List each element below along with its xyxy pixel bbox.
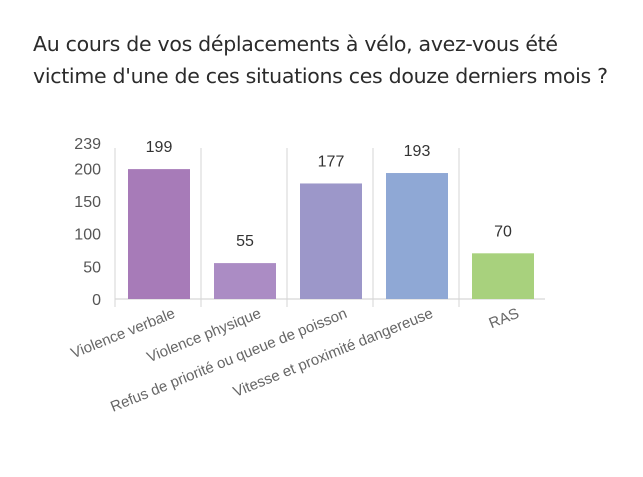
category-label: RAS (487, 305, 522, 332)
y-tick-label: 100 (74, 227, 101, 244)
data-label: 193 (404, 143, 431, 160)
data-labels: 199 55 177 193 70 (146, 139, 512, 250)
question-title: Au cours de vos déplacements à vélo, ave… (33, 32, 608, 88)
data-label: 55 (236, 233, 254, 250)
y-axis-ticks: 0 50 100 150 200 239 (74, 136, 101, 309)
bar (472, 253, 534, 299)
bar (128, 169, 190, 299)
y-tick-label: 239 (74, 136, 101, 153)
y-tick-label: 150 (74, 194, 101, 211)
bar (300, 183, 362, 299)
y-tick-label: 200 (74, 161, 101, 178)
bars (128, 169, 534, 299)
data-label: 177 (318, 153, 345, 170)
bar (214, 263, 276, 299)
data-label: 70 (494, 223, 512, 240)
y-tick-label: 50 (83, 259, 101, 276)
y-tick-label: 0 (92, 292, 101, 309)
data-label: 199 (146, 139, 173, 156)
bar (386, 173, 448, 299)
